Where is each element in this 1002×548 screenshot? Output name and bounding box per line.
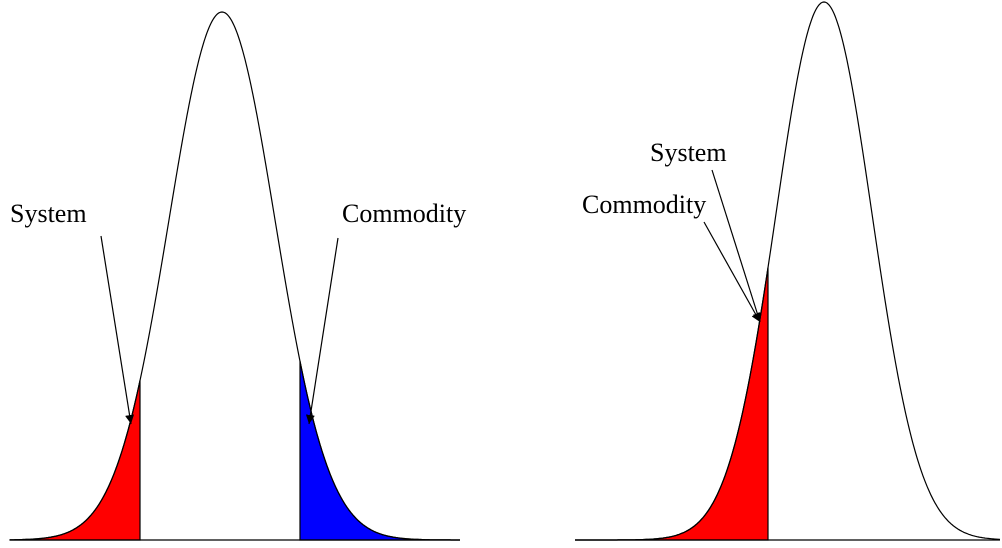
arrow <box>703 221 761 323</box>
shaded-tail <box>9 380 141 541</box>
arrow <box>711 169 762 323</box>
curve <box>575 1 1001 541</box>
curves <box>9 1 1001 541</box>
shaded-tail <box>299 361 460 541</box>
arrow <box>305 237 339 425</box>
arrow <box>100 235 135 425</box>
label: System <box>650 138 727 167</box>
label: System <box>10 199 87 228</box>
shaded-tail <box>575 267 769 541</box>
label: Commodity <box>582 190 706 219</box>
curve <box>10 11 460 541</box>
label: Commodity <box>342 199 466 228</box>
